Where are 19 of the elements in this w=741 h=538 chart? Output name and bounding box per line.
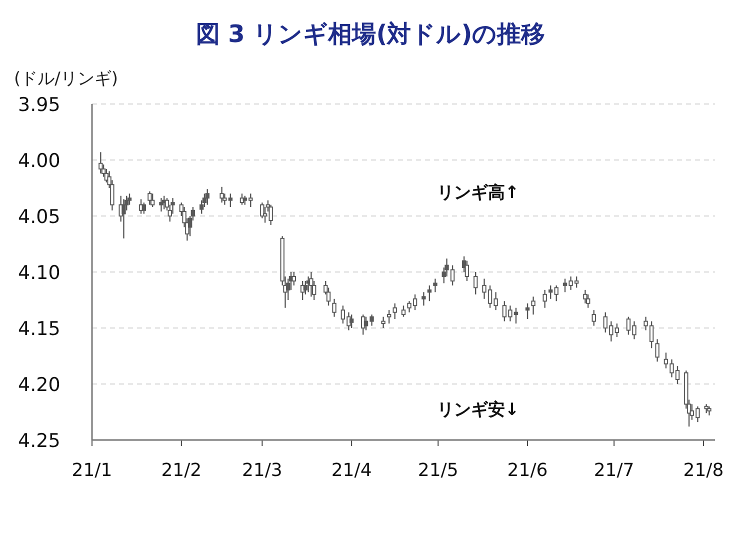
x-tick-label: 21/6 bbox=[507, 460, 548, 481]
x-tick-label: 21/2 bbox=[161, 460, 202, 481]
y-tick-label: 4.05 bbox=[18, 206, 60, 228]
y-axis-title: (ドル/リンギ) bbox=[14, 69, 118, 89]
x-tick-label: 21/4 bbox=[331, 460, 372, 481]
x-tick-label: 21/8 bbox=[683, 460, 724, 481]
x-tick-label: 21/5 bbox=[418, 460, 458, 481]
x-tick-label: 21/1 bbox=[72, 460, 112, 481]
chart-title: 図 3 リンギ相場(対ドル)の推移 bbox=[196, 20, 546, 48]
y-tick-label: 4.15 bbox=[18, 318, 60, 340]
annotation: リンギ安↓ bbox=[436, 400, 520, 420]
y-tick-label: 3.95 bbox=[18, 94, 60, 116]
y-tick-label: 4.25 bbox=[18, 430, 60, 452]
annotation: リンギ高↑ bbox=[436, 183, 520, 203]
y-tick-label: 4.00 bbox=[18, 150, 60, 172]
y-tick-label: 4.20 bbox=[18, 374, 60, 396]
x-tick-label: 21/3 bbox=[242, 460, 282, 481]
y-tick-label: 4.10 bbox=[18, 262, 60, 284]
x-tick-label: 21/7 bbox=[594, 460, 634, 481]
